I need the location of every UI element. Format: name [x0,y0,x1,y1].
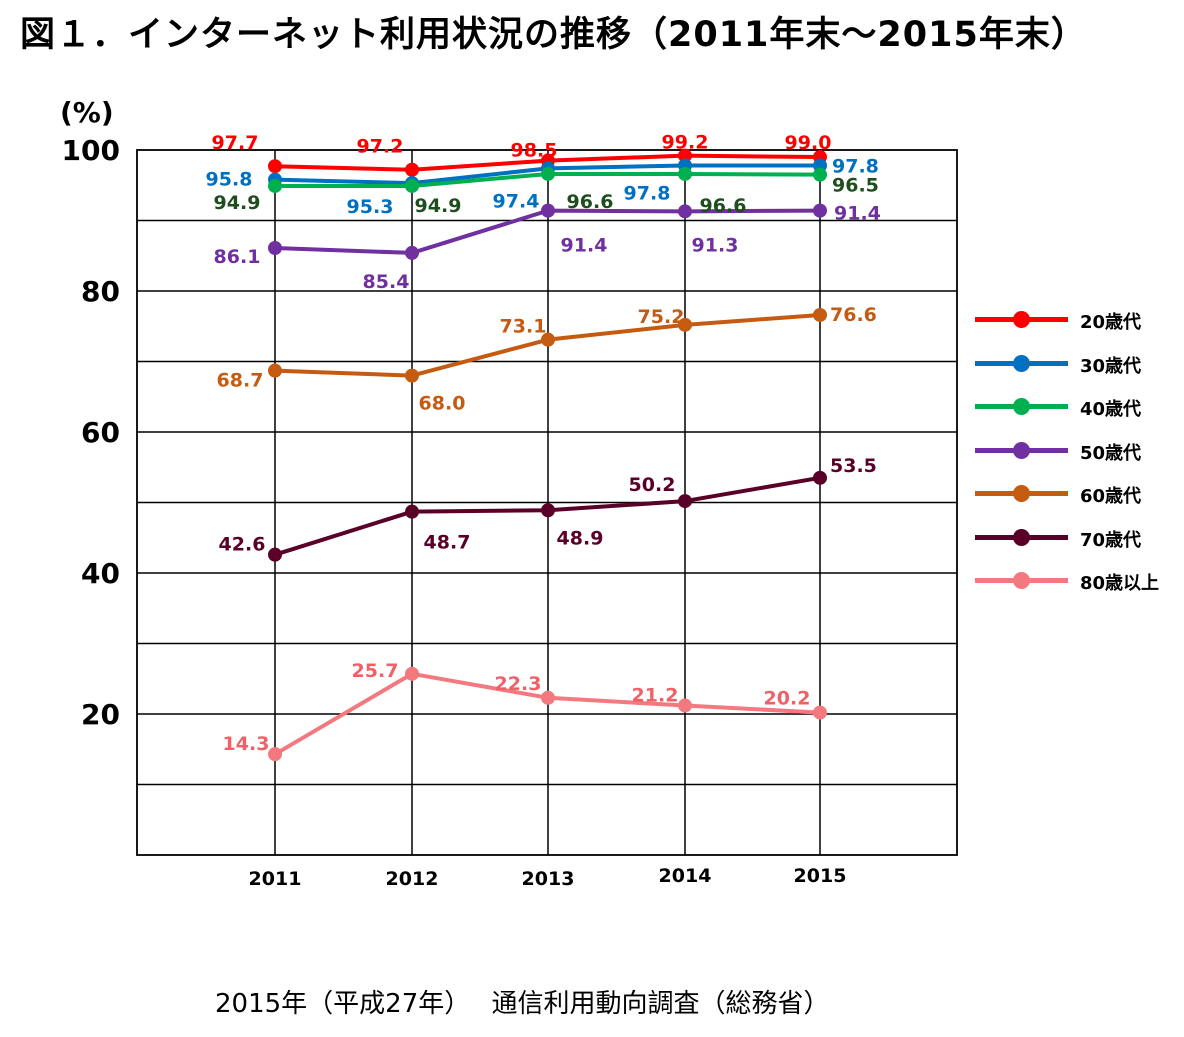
data-label: 68.7 [217,370,264,392]
data-label: 73.1 [500,316,547,338]
data-label: 98.5 [511,140,558,162]
data-label: 68.0 [419,393,466,415]
data-point [268,747,282,762]
data-label: 14.3 [223,733,270,755]
x-tick-label: 2014 [659,865,712,887]
y-tick-label: 100 [62,134,120,167]
data-label: 48.9 [557,527,604,549]
data-label: 97.7 [212,132,259,154]
data-label: 20.2 [764,688,811,710]
data-point [405,666,419,681]
data-label: 94.9 [415,195,462,217]
legend-marker [1013,311,1030,328]
data-label: 53.5 [830,455,877,477]
x-tick-label: 2011 [249,868,302,890]
legend-label: 60歳代 [1080,486,1142,507]
data-label: 97.8 [832,156,879,178]
data-point [678,204,692,219]
data-point [268,363,282,378]
data-point [541,332,555,347]
data-point [268,178,282,193]
data-point [405,162,419,177]
y-tick-label: 20 [81,698,120,731]
data-point [268,159,282,174]
x-tick-label: 2015 [794,865,847,887]
legend-label: 50歳代 [1080,442,1142,464]
data-label: 96.5 [832,175,879,197]
legend-label: 80歳以上 [1080,573,1160,594]
source-note: 2015年（平成27年） 通信利用動向調査（総務省） [215,989,830,1019]
x-tick-label: 2013 [522,868,575,890]
legend-marker [1013,572,1030,589]
data-label: 99.0 [785,132,832,154]
legend-label: 20歳代 [1080,312,1142,333]
y-tick-label: 80 [81,275,120,308]
data-label: 48.7 [424,532,471,554]
legend-label: 30歳代 [1080,355,1142,377]
data-point [405,504,419,519]
data-point [405,368,419,383]
data-label: 91.3 [692,234,739,256]
data-label: 94.9 [214,192,261,214]
data-label: 91.4 [834,203,881,225]
data-point [405,245,419,260]
data-point [541,503,555,518]
data-label: 97.4 [493,190,540,212]
data-point [405,178,419,193]
data-point [541,166,555,181]
data-label: 99.2 [662,132,709,154]
data-label: 91.4 [561,235,608,257]
data-label: 50.2 [629,474,676,496]
legend-marker [1013,528,1030,546]
data-label: 97.2 [357,136,404,158]
data-label: 22.3 [495,673,542,695]
data-point [678,317,692,332]
data-point [813,167,827,182]
legend-marker [1013,354,1030,372]
data-label: 97.8 [624,183,671,205]
data-label: 95.3 [347,196,394,218]
data-point [268,240,282,255]
y-axis-unit: (%) [60,96,114,129]
legend-marker [1013,441,1030,459]
legend-label: 40歳代 [1080,399,1142,420]
data-label: 42.6 [219,534,266,556]
legend-marker [1013,485,1030,502]
legend-label: 70歳代 [1080,529,1142,551]
chart-title: 図１．インターネット利用状況の推移（2011年末～2015年末） [20,15,1087,55]
y-tick-label: 40 [81,557,120,590]
data-label: 25.7 [352,660,399,682]
plot-frame [136,149,958,856]
data-label: 75.2 [638,306,685,328]
data-point [678,494,692,509]
data-label: 86.1 [214,246,261,268]
data-point [813,203,827,218]
data-point [813,307,827,322]
data-label: 21.2 [632,685,679,707]
data-point [813,705,827,720]
y-tick-label: 60 [81,416,120,449]
data-point [678,166,692,181]
data-label: 85.4 [363,271,410,293]
data-point [541,203,555,218]
data-point [541,690,555,705]
data-label: 96.6 [700,195,747,217]
data-point [678,148,692,163]
data-point [678,698,692,713]
data-label: 95.8 [206,169,253,191]
data-label: 76.6 [830,304,877,326]
legend-marker [1013,398,1030,415]
x-tick-label: 2012 [386,868,439,890]
data-point [268,547,282,562]
data-label: 96.6 [567,191,614,213]
data-point [813,470,827,485]
